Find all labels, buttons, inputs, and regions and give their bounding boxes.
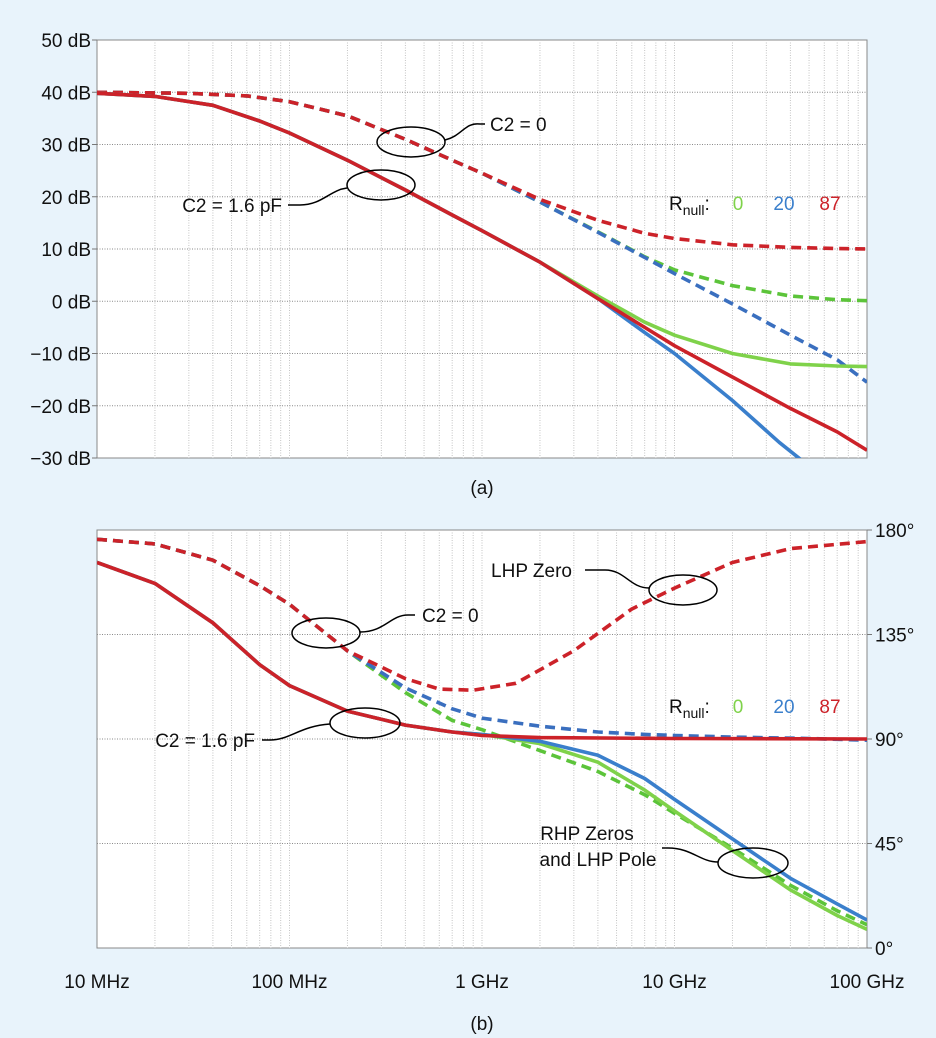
callout-ellipse-c2-1p6-b <box>329 707 401 739</box>
series-line-rnull-87-c2-zero <box>97 537 867 692</box>
callout-ellipse-c2-zero <box>376 126 446 158</box>
callout-ellipse-c2-1p6 <box>346 169 416 201</box>
x-tick-label: 100 GHz <box>830 972 905 993</box>
legend-entry-rnull-20-a: 20 <box>773 194 794 215</box>
callout-leader-lhp-zero <box>585 569 650 589</box>
caption-a: (a) <box>470 478 493 499</box>
y-tick-label: 45° <box>875 835 904 856</box>
callout-ellipse-c2-zero-b <box>291 617 361 649</box>
y-tick-labels-b: 180° 135° 90° 45° 0° <box>867 521 914 960</box>
legend-label-a: Rnull: <box>669 194 710 218</box>
annotation-lhp-pole: and LHP Pole <box>540 850 657 871</box>
series-group-b <box>97 537 867 932</box>
y-tick-label: 90° <box>875 730 904 751</box>
callout-ellipse-lhp-zero <box>648 574 718 606</box>
callout-leader-c2-1p6-b <box>262 723 331 741</box>
y-tick-label: 20 dB <box>41 188 91 209</box>
annotation-c2-1p6-a: C2 = 1.6 pF <box>182 196 282 217</box>
callout-leader-c2-zero <box>444 123 485 141</box>
legend-entry-rnull-20-b: 20 <box>773 697 794 718</box>
legend-entry-rnull-87-a: 87 <box>819 194 840 215</box>
x-tick-labels-b: 10 MHz 100 MHz 1 GHz 10 GHz 100 GHz <box>64 972 904 993</box>
series-line-rnull-87-c2-zero <box>97 90 867 251</box>
legend-b: Rnull: 0 20 87 <box>669 697 841 721</box>
annotation-c2-zero-a: C2 = 0 <box>490 115 547 136</box>
callout-ellipse-rhp <box>717 847 789 879</box>
y-tick-labels-a: 50 dB 40 dB 30 dB 20 dB 10 dB 0 dB −10 dB −20 d… <box>30 31 97 470</box>
annotation-c2-1p6-b: C2 = 1.6 pF <box>155 731 255 752</box>
annotation-rhp-zeros: RHP Zeros <box>540 824 634 845</box>
annotation-lhp-zero: LHP Zero <box>491 561 572 582</box>
annotation-c2-zero-b: C2 = 0 <box>422 606 479 627</box>
y-tick-label: 0° <box>875 939 893 960</box>
callouts-b <box>262 569 789 879</box>
callout-leader-rhp <box>662 847 719 863</box>
callout-leader-c2-zero-b <box>359 614 415 633</box>
series-line-rnull-87-c2-1p6 <box>97 91 867 452</box>
y-tick-label: −10 dB <box>30 345 91 366</box>
phase-chart: 180° 135° 90° 45° 0° 10 MHz 100 MHz 1 GHz 10 GH… <box>64 521 914 1035</box>
legend-a: Rnull: 0 20 87 <box>669 194 841 218</box>
legend-entry-rnull-0-a: 0 <box>733 194 744 215</box>
series-group-a <box>97 90 867 458</box>
y-tick-label: 10 dB <box>41 240 91 261</box>
grid-a <box>97 40 867 458</box>
series-line-rnull-87-c2-1p6 <box>97 560 867 741</box>
magnitude-chart: 50 dB 40 dB 30 dB 20 dB 10 dB 0 dB −10 dB −20 d… <box>30 31 868 499</box>
callout-leader-c2-1p6 <box>288 187 348 206</box>
x-tick-label: 10 GHz <box>642 972 706 993</box>
x-tick-label: 10 MHz <box>64 972 129 993</box>
y-tick-label: 180° <box>875 521 914 542</box>
legend-entry-rnull-0-b: 0 <box>733 697 744 718</box>
legend-entry-rnull-87-b: 87 <box>819 697 840 718</box>
legend-label-b: Rnull: <box>669 697 710 721</box>
y-tick-label: 50 dB <box>41 31 91 52</box>
callouts-a <box>288 123 485 206</box>
y-tick-label: 30 dB <box>41 136 91 157</box>
x-tick-label: 100 MHz <box>251 972 327 993</box>
y-tick-label: 0 dB <box>52 292 91 313</box>
y-tick-label: −20 dB <box>30 397 91 418</box>
caption-b: (b) <box>470 1014 493 1035</box>
y-tick-label: −30 dB <box>30 449 91 470</box>
y-tick-label: 40 dB <box>41 83 91 104</box>
y-tick-label: 135° <box>875 626 914 647</box>
x-tick-label: 1 GHz <box>455 972 509 993</box>
